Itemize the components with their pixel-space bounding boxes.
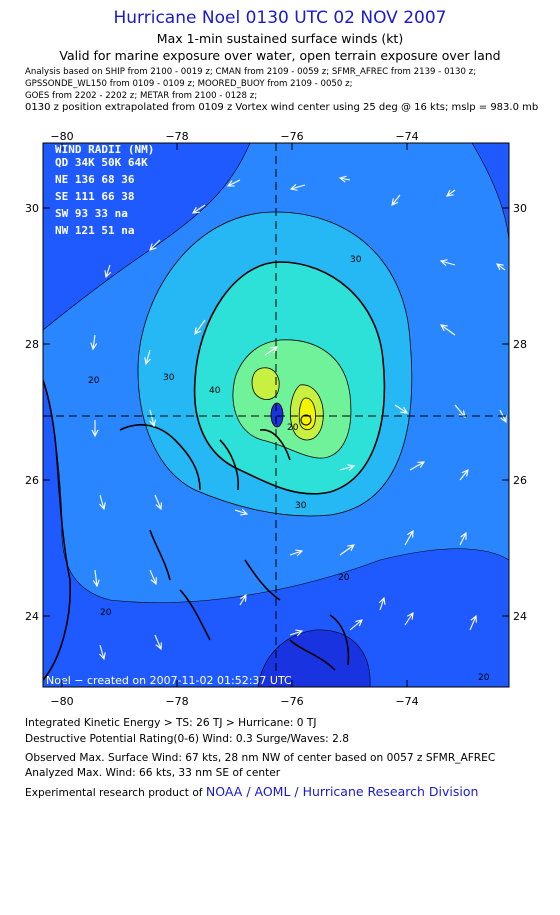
wind-arrow-15 xyxy=(91,420,99,438)
wind-arrow-31 xyxy=(459,531,467,546)
wind-arrow-35 xyxy=(349,619,363,631)
lat-tick-left-30: 30 xyxy=(25,202,39,215)
dpr-text: Destructive Potential Rating(0-6) Wind: … xyxy=(25,733,349,745)
analysis-note-3: GOES from 2202 - 2202 z; METAR from 2100… xyxy=(25,91,258,101)
contour-label-20-west: 20 xyxy=(88,376,100,386)
wind-arrow-38 xyxy=(378,596,386,611)
peak-wind-core xyxy=(298,397,316,431)
wind-arrow-36 xyxy=(404,611,414,626)
wind-arrow-12 xyxy=(194,319,206,336)
contour-label-20-southeast: 20 xyxy=(478,673,490,683)
contour-label-40-west: 40 xyxy=(209,386,221,396)
wind-radii-row-sw: SW 93 33 na xyxy=(55,207,128,220)
wind-radii-row-ne: NE 136 68 36 xyxy=(55,173,135,186)
wind-arrow-14 xyxy=(439,324,456,336)
lat-tick-right-24: 24 xyxy=(513,610,527,623)
lon-tick-bottom-80: −80 xyxy=(50,695,73,708)
wind-vectors xyxy=(90,175,507,661)
wind-arrow-8 xyxy=(439,259,456,266)
wind-arrow-10 xyxy=(90,334,98,351)
analysis-note-2: GPSSONDE_WL150 from 0109 - 0109 z; MOORE… xyxy=(25,79,353,89)
wind-arrow-1 xyxy=(226,179,241,187)
contour-label-30-north: 30 xyxy=(350,255,362,265)
wind-arrow-21 xyxy=(154,494,162,511)
analyzed-max-text: Analyzed Max. Wind: 66 kts, 33 nm SE of … xyxy=(25,767,281,779)
lon-tick-top-74: −74 xyxy=(395,130,418,143)
wind-arrow-13 xyxy=(264,346,279,356)
coastlines xyxy=(43,379,350,681)
wind-arrow-32 xyxy=(99,644,106,661)
wind-arrow-2 xyxy=(289,184,306,191)
wind-arrow-25 xyxy=(459,469,469,481)
wind-arrow-30 xyxy=(404,529,414,546)
wind-arrow-7 xyxy=(149,239,161,251)
wind-arrow-24 xyxy=(409,461,426,471)
wind-arrow-26 xyxy=(92,569,100,588)
lat-tick-right-26: 26 xyxy=(513,474,527,487)
wind-radii-header: QD 34K 50K 64K xyxy=(55,156,148,169)
contour-label-30-west: 30 xyxy=(163,373,175,383)
wind-arrow-17 xyxy=(394,404,409,414)
wind-contours: 30 20 30 40 30 20 20 20 20 WIND RADII (N… xyxy=(43,143,509,687)
lon-tick-bottom-78: −78 xyxy=(165,695,188,708)
max-wind-marker xyxy=(300,414,312,426)
wind-arrow-29 xyxy=(339,544,356,556)
lat-tick-right-30: 30 xyxy=(513,202,527,215)
wind-arrow-9 xyxy=(496,263,506,271)
weak-wind-area xyxy=(257,629,371,687)
wind-radii-row-nw: NW 121 51 na xyxy=(55,224,134,237)
product-prefix: Experimental research product of xyxy=(25,787,203,799)
band-60kt-nw xyxy=(251,367,280,400)
lat-tick-right-28: 28 xyxy=(513,338,527,351)
contour-label-30-south: 30 xyxy=(295,501,307,511)
wind-radii-title: WIND RADII (NM) xyxy=(55,143,154,156)
wind-arrow-23 xyxy=(339,464,356,471)
lon-tick-top-80: −80 xyxy=(50,130,73,143)
lon-tick-bottom-76: −76 xyxy=(280,695,303,708)
analysis-note-1: Analysis based on SHIP from 2100 - 0019 … xyxy=(25,67,477,77)
ike-text: Integrated Kinetic Energy > TS: 26 TJ > … xyxy=(25,717,317,729)
eye-region xyxy=(270,402,284,428)
wind-arrow-0 xyxy=(191,204,206,214)
wind-radii-row-se: SE 111 66 38 xyxy=(55,190,134,203)
wind-arrow-5 xyxy=(446,189,456,197)
lat-tick-left-26: 26 xyxy=(25,474,39,487)
wind-arrow-6 xyxy=(104,264,112,279)
lon-tick-bottom-74: −74 xyxy=(395,695,418,708)
wind-arrow-27 xyxy=(149,569,157,586)
subtitle-winds: Max 1-min sustained surface winds (kt) xyxy=(156,31,404,46)
wind-arrow-28 xyxy=(289,549,304,557)
contour-label-20-southwest: 20 xyxy=(100,608,112,618)
lat-tick-left-28: 28 xyxy=(25,338,39,351)
contour-label-20-eye: 20 xyxy=(287,423,299,433)
wind-arrow-33 xyxy=(154,634,162,651)
position-note: 0130 z position extrapolated from 0109 z… xyxy=(25,102,539,113)
observed-max-text: Observed Max. Surface Wind: 67 kts, 28 n… xyxy=(25,752,496,764)
map-frame xyxy=(42,142,510,688)
wind-arrow-18 xyxy=(454,404,466,418)
creation-credit: Noel − created on 2007-11-02 01:52:37 UT… xyxy=(46,674,292,687)
page-title: Hurricane Noel 0130 UTC 02 NOV 2007 xyxy=(113,8,447,28)
contour-label-20-south: 20 xyxy=(338,573,350,583)
lon-tick-top-78: −78 xyxy=(165,130,188,143)
lat-tick-left-24: 24 xyxy=(25,610,39,623)
wind-arrow-39 xyxy=(239,593,247,606)
wind-arrow-34 xyxy=(289,629,304,637)
wind-arrow-4 xyxy=(391,194,401,206)
hrd-link[interactable]: NOAA / AOML / Hurricane Research Divisio… xyxy=(205,784,479,799)
axis-ticks xyxy=(43,143,509,687)
wind-arrow-22 xyxy=(234,508,249,516)
subtitle-exposure: Valid for marine exposure over water, op… xyxy=(59,48,501,63)
wind-arrow-20 xyxy=(99,494,106,511)
wind-arrow-3 xyxy=(338,175,351,183)
product-credit: Experimental research product of NOAA / … xyxy=(25,784,478,799)
wind-arrow-11 xyxy=(144,349,151,366)
lon-tick-top-76: −76 xyxy=(280,130,303,143)
wind-arrow-37 xyxy=(469,614,477,631)
wind-arrow-16 xyxy=(149,409,156,428)
